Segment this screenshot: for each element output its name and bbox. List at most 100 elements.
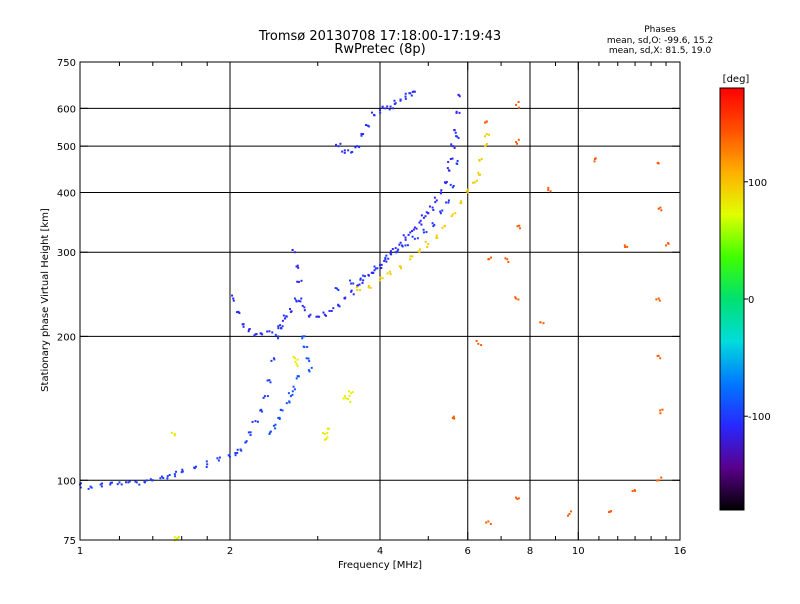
data-point [272, 424, 275, 427]
data-point [504, 257, 507, 260]
data-point [657, 207, 660, 210]
data-point [542, 322, 545, 325]
data-point [295, 300, 298, 303]
data-point [449, 158, 452, 161]
data-point [485, 133, 488, 136]
data-point [594, 157, 597, 160]
data-point [517, 497, 520, 500]
data-point [416, 237, 419, 240]
data-point [422, 216, 425, 219]
data-point [373, 269, 376, 272]
data-point [322, 311, 325, 314]
data-point [367, 286, 370, 289]
data-point [385, 254, 388, 257]
data-point [427, 243, 430, 246]
data-point [384, 256, 387, 259]
data-point [456, 162, 459, 165]
data-point [451, 213, 454, 216]
data-point [475, 339, 478, 342]
data-point [477, 171, 480, 174]
data-point [394, 251, 397, 254]
data-point [277, 325, 280, 328]
stats-o-mode: mean, sd,O: -99.6, 15.2 [607, 36, 713, 46]
data-point [455, 110, 458, 113]
x-tick-label: 8 [527, 546, 533, 557]
data-point [633, 489, 636, 492]
data-point [409, 255, 412, 258]
data-point [363, 275, 366, 278]
data-point [101, 482, 104, 485]
data-point [447, 201, 450, 204]
y-tick-label: 400 [57, 188, 76, 199]
data-point [143, 480, 146, 483]
y-axis-label: Stationary phase Virtual Height [km] [40, 208, 51, 392]
data-point [261, 410, 264, 413]
data-point [351, 391, 354, 394]
data-point [138, 483, 141, 486]
data-point [326, 436, 329, 439]
data-point [465, 190, 468, 193]
data-point [399, 99, 402, 102]
data-point [217, 459, 220, 462]
data-point [517, 138, 520, 141]
data-point [116, 483, 119, 486]
data-point [249, 434, 252, 437]
data-point [365, 124, 368, 127]
data-point [256, 420, 259, 423]
data-point [269, 381, 272, 384]
data-point [274, 333, 277, 336]
data-point [366, 124, 369, 127]
data-point [517, 106, 520, 109]
data-point [384, 107, 387, 110]
data-point [292, 385, 295, 388]
data-point [277, 335, 280, 338]
data-point [454, 212, 457, 215]
data-point [168, 474, 171, 477]
data-point [399, 241, 402, 244]
data-point [420, 223, 423, 226]
data-point [109, 483, 112, 486]
data-point [293, 357, 296, 360]
data-point [515, 141, 518, 144]
data-point [282, 314, 285, 317]
data-point [393, 103, 396, 106]
data-point [251, 420, 254, 423]
data-point [410, 94, 413, 97]
data-point [341, 150, 344, 153]
data-point [305, 357, 308, 360]
data-point [373, 265, 376, 268]
data-point [455, 135, 458, 138]
data-point [279, 327, 282, 330]
data-point [195, 465, 198, 468]
data-point [236, 451, 239, 454]
data-point [242, 325, 245, 328]
data-point [124, 481, 127, 484]
data-point [569, 510, 572, 513]
data-point [473, 181, 476, 184]
data-point [626, 245, 629, 248]
data-point [432, 208, 435, 211]
y-tick-label: 600 [57, 104, 76, 115]
data-point [453, 146, 456, 149]
data-point [362, 133, 365, 136]
data-point [425, 211, 428, 214]
data-point [439, 192, 442, 195]
data-point [232, 299, 235, 302]
data-point [433, 223, 436, 226]
data-point [281, 325, 284, 328]
data-point [369, 286, 372, 289]
data-point [287, 392, 290, 395]
data-point [206, 463, 209, 466]
data-point [451, 157, 454, 160]
data-point [447, 160, 450, 163]
data-point [306, 345, 309, 348]
grid [80, 62, 680, 540]
data-point [352, 282, 355, 285]
data-point [166, 475, 169, 478]
data-point [342, 397, 345, 400]
data-point [310, 366, 313, 369]
data-point [388, 108, 391, 111]
data-point [228, 454, 231, 457]
data-point [255, 332, 258, 335]
data-point [259, 332, 262, 335]
